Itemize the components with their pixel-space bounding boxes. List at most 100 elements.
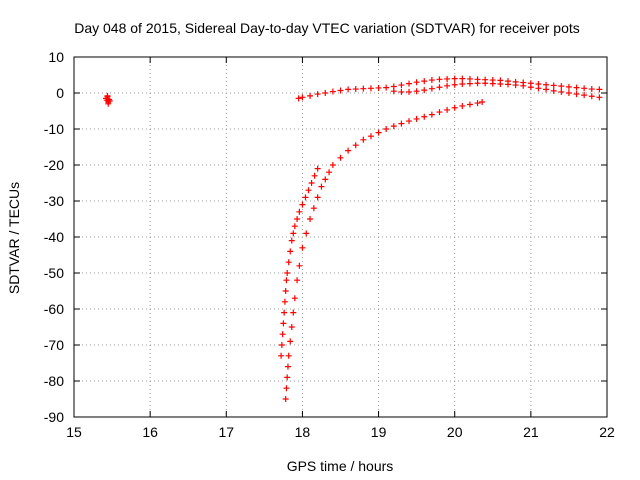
x-tick-label: 21 <box>523 424 539 440</box>
data-point <box>466 80 473 87</box>
data-point <box>497 81 504 87</box>
data-point <box>558 83 565 90</box>
data-point <box>279 331 286 338</box>
series-2 <box>282 99 486 402</box>
data-point <box>308 180 315 186</box>
data-point <box>345 86 352 93</box>
data-point <box>285 352 292 359</box>
data-point <box>558 88 565 95</box>
data-point <box>383 126 390 132</box>
data-point <box>474 100 481 107</box>
data-point <box>466 101 473 108</box>
y-axis-title: SDTVAR / TECUs <box>6 182 22 294</box>
data-point <box>287 338 294 345</box>
data-point <box>451 104 458 111</box>
data-point <box>296 262 303 269</box>
data-point <box>436 84 443 91</box>
data-point <box>436 109 443 116</box>
data-point <box>413 88 420 95</box>
y-tick-label: -90 <box>44 409 64 425</box>
data-point <box>573 84 580 91</box>
data-point <box>284 363 291 370</box>
x-axis-title: GPS time / hours <box>287 458 394 474</box>
data-point <box>299 244 306 251</box>
data-point <box>543 86 550 93</box>
data-point <box>283 277 290 284</box>
data-point <box>278 352 285 359</box>
data-point <box>398 88 405 95</box>
series-0 <box>102 92 113 107</box>
data-point <box>283 385 290 392</box>
data-point <box>302 194 309 201</box>
data-point <box>479 99 486 105</box>
x-tick-label: 17 <box>218 424 234 440</box>
data-point <box>278 342 285 348</box>
axis-ticks <box>73 56 608 418</box>
data-point <box>459 102 466 109</box>
chart-title: Day 048 of 2015, Sidereal Day-to-day VTE… <box>74 20 580 36</box>
data-point <box>329 162 336 168</box>
data-point <box>375 129 382 136</box>
y-tick-label: -30 <box>44 193 64 209</box>
data-point <box>314 194 321 201</box>
data-point <box>588 86 595 93</box>
data-point <box>287 248 294 255</box>
data-point <box>295 95 302 102</box>
data-point <box>326 169 333 176</box>
series-1 <box>278 165 321 359</box>
data-point <box>428 77 435 84</box>
data-point <box>436 76 443 83</box>
data-point <box>398 82 405 89</box>
data-point <box>280 320 287 327</box>
data-point <box>282 396 289 402</box>
data-point <box>294 277 301 284</box>
data-point <box>581 92 588 99</box>
data-point <box>413 115 420 122</box>
x-tick-label: 22 <box>599 424 615 440</box>
data-point <box>505 81 512 88</box>
data-point <box>290 309 297 316</box>
y-tick-label: -50 <box>44 265 64 281</box>
data-point <box>390 123 397 130</box>
data-point <box>573 91 580 98</box>
y-tick-label: -60 <box>44 301 64 317</box>
tick-labels: 15 16 17 18 19 20 21 22 10 0 -10 -20 -30 -40 -50 -60 -70… <box>44 49 615 440</box>
data-point <box>406 80 413 87</box>
data-point <box>345 147 352 154</box>
y-tick-label: 10 <box>48 49 64 65</box>
data-point <box>318 183 325 190</box>
data-point <box>444 106 451 113</box>
series-4 <box>390 80 603 101</box>
data-point <box>550 82 557 89</box>
data-point <box>474 80 481 87</box>
data-point <box>596 94 603 101</box>
y-tick-label: -40 <box>44 229 64 245</box>
data-point <box>288 237 295 244</box>
data-point <box>282 288 289 294</box>
data-point <box>520 82 527 89</box>
data-point <box>451 75 458 82</box>
data-point <box>299 201 306 208</box>
data-point <box>281 309 288 316</box>
data-point <box>284 374 291 381</box>
data-point <box>104 92 111 99</box>
data-point <box>489 80 496 87</box>
data-point <box>581 85 588 92</box>
data-point <box>406 118 413 125</box>
data-point <box>284 270 291 276</box>
data-point <box>314 91 321 98</box>
data-points <box>102 75 603 402</box>
data-point <box>307 216 314 222</box>
data-point <box>527 84 534 91</box>
x-tick-label: 15 <box>66 424 82 440</box>
data-point <box>367 133 374 140</box>
data-point <box>307 92 314 99</box>
data-point <box>421 113 428 120</box>
data-point <box>305 187 312 194</box>
y-tick-label: 0 <box>56 85 64 101</box>
data-point <box>421 78 428 85</box>
x-tick-label: 16 <box>142 424 158 440</box>
data-point <box>285 259 292 266</box>
data-point <box>367 85 374 92</box>
